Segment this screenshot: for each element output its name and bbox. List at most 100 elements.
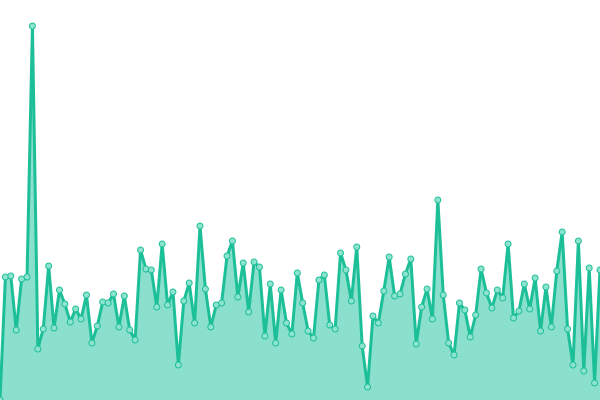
area-fill bbox=[0, 26, 600, 400]
data-point-29 bbox=[153, 303, 161, 311]
data-point-103 bbox=[553, 267, 561, 275]
data-point-100 bbox=[537, 327, 545, 335]
data-point-101 bbox=[542, 283, 550, 291]
data-point-76 bbox=[407, 255, 415, 263]
data-point-86 bbox=[461, 306, 469, 314]
data-point-47 bbox=[250, 258, 258, 266]
data-point-68 bbox=[364, 383, 372, 391]
data-point-85 bbox=[455, 299, 463, 307]
data-point-99 bbox=[531, 274, 539, 282]
data-point-13 bbox=[66, 318, 74, 326]
data-point-110 bbox=[591, 379, 599, 387]
data-point-107 bbox=[574, 237, 582, 245]
data-point-41 bbox=[218, 299, 226, 307]
data-point-46 bbox=[245, 308, 253, 316]
data-point-74 bbox=[396, 290, 404, 298]
data-point-89 bbox=[477, 265, 485, 273]
data-point-57 bbox=[304, 327, 312, 335]
data-point-14 bbox=[72, 305, 80, 313]
data-point-28 bbox=[147, 266, 155, 274]
data-point-91 bbox=[488, 304, 496, 312]
data-point-7 bbox=[34, 345, 42, 353]
data-point-10 bbox=[50, 324, 58, 332]
data-point-30 bbox=[158, 240, 166, 248]
data-point-87 bbox=[466, 333, 474, 341]
data-point-35 bbox=[185, 279, 193, 287]
data-point-16 bbox=[82, 291, 90, 299]
data-point-70 bbox=[374, 319, 382, 327]
data-point-61 bbox=[326, 321, 334, 329]
data-point-78 bbox=[418, 303, 426, 311]
data-point-60 bbox=[320, 271, 328, 279]
data-point-96 bbox=[515, 307, 523, 315]
data-point-63 bbox=[337, 249, 345, 257]
data-point-98 bbox=[526, 305, 534, 313]
data-point-104 bbox=[558, 228, 566, 236]
data-point-49 bbox=[261, 332, 269, 340]
data-point-3 bbox=[12, 326, 20, 334]
data-point-81 bbox=[434, 196, 442, 204]
data-point-38 bbox=[201, 285, 209, 293]
data-point-56 bbox=[299, 299, 307, 307]
data-point-43 bbox=[228, 237, 236, 245]
data-point-11 bbox=[55, 286, 63, 294]
data-point-55 bbox=[293, 269, 301, 277]
data-point-66 bbox=[353, 243, 361, 251]
data-point-31 bbox=[164, 301, 172, 309]
data-point-79 bbox=[423, 285, 431, 293]
data-point-52 bbox=[277, 286, 285, 294]
data-point-24 bbox=[126, 326, 134, 334]
data-point-45 bbox=[239, 259, 247, 267]
data-point-75 bbox=[401, 270, 409, 278]
data-point-32 bbox=[169, 288, 177, 296]
data-point-50 bbox=[266, 280, 274, 288]
series-line bbox=[0, 24, 600, 400]
data-point-106 bbox=[569, 361, 577, 369]
data-point-22 bbox=[115, 323, 123, 331]
data-point-8 bbox=[39, 325, 47, 333]
data-point-12 bbox=[61, 300, 69, 308]
data-point-83 bbox=[445, 339, 453, 347]
markers bbox=[0, 22, 600, 400]
data-point-2 bbox=[7, 272, 15, 280]
data-point-64 bbox=[342, 266, 350, 274]
data-point-90 bbox=[482, 289, 490, 297]
data-point-84 bbox=[450, 351, 458, 359]
data-point-17 bbox=[88, 339, 96, 347]
data-point-72 bbox=[385, 253, 393, 261]
data-point-42 bbox=[223, 252, 231, 260]
data-point-18 bbox=[93, 322, 101, 330]
data-point-77 bbox=[412, 340, 420, 348]
data-point-48 bbox=[255, 263, 263, 271]
data-point-69 bbox=[369, 312, 377, 320]
data-point-9 bbox=[45, 262, 53, 270]
data-point-39 bbox=[207, 323, 215, 331]
data-point-102 bbox=[547, 323, 555, 331]
data-point-15 bbox=[77, 315, 85, 323]
data-point-82 bbox=[439, 291, 447, 299]
data-point-108 bbox=[580, 367, 588, 375]
data-point-65 bbox=[347, 297, 355, 305]
data-point-21 bbox=[110, 290, 118, 298]
data-point-58 bbox=[310, 334, 318, 342]
data-point-53 bbox=[282, 319, 290, 327]
data-point-94 bbox=[504, 240, 512, 248]
data-point-105 bbox=[564, 325, 572, 333]
data-point-95 bbox=[510, 314, 518, 322]
data-point-54 bbox=[288, 330, 296, 338]
data-point-34 bbox=[180, 297, 188, 305]
data-point-88 bbox=[472, 311, 480, 319]
data-point-33 bbox=[174, 361, 182, 369]
data-point-111 bbox=[596, 266, 600, 274]
data-point-109 bbox=[585, 264, 593, 272]
data-point-92 bbox=[493, 286, 501, 294]
data-point-44 bbox=[234, 293, 242, 301]
data-point-23 bbox=[120, 292, 128, 300]
data-point-26 bbox=[137, 246, 145, 254]
data-point-62 bbox=[331, 325, 339, 333]
data-point-0 bbox=[0, 396, 4, 400]
data-point-36 bbox=[191, 319, 199, 327]
data-point-25 bbox=[131, 336, 139, 344]
data-point-6 bbox=[28, 22, 36, 30]
